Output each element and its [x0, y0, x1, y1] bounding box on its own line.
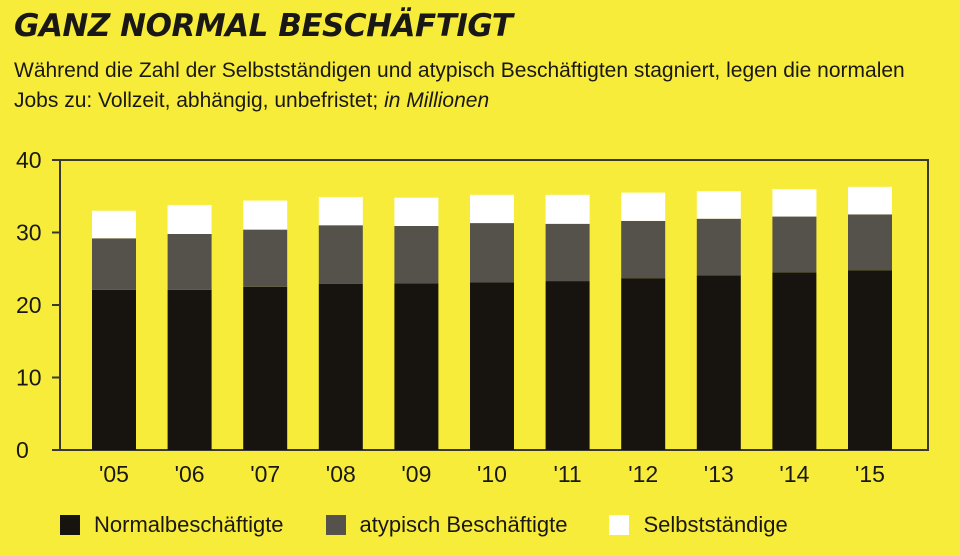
bar-segment-normal: [470, 282, 514, 450]
bar-segment-atypisch: [318, 225, 363, 284]
bar-segment-normal: [318, 283, 363, 450]
x-tick-label: '10: [477, 461, 507, 487]
legend: Normalbeschäftigte atypisch Beschäftigte…: [60, 512, 830, 538]
bar-segment-normal: [394, 283, 439, 450]
y-tick-label: 10: [16, 365, 42, 391]
bar-segment-atypisch: [167, 233, 212, 290]
x-tick-label: '12: [628, 461, 658, 487]
y-tick-label: 40: [16, 147, 42, 173]
bar-segment-normal: [545, 281, 590, 450]
legend-item-selbst: Selbstständige: [609, 512, 788, 538]
y-tick-label: 20: [16, 292, 42, 318]
bar-segment-selbst: [167, 204, 212, 234]
bar-segment-normal: [621, 278, 666, 450]
bar-segment-normal: [92, 289, 136, 450]
bar-segment-atypisch: [92, 238, 136, 290]
legend-label-normal: Normalbeschäftigte: [94, 512, 284, 537]
legend-item-atypisch: atypisch Beschäftigte: [325, 512, 568, 538]
y-tick-label: 30: [16, 220, 42, 246]
x-tick-label: '06: [175, 461, 205, 487]
legend-swatch-normal: [60, 515, 80, 535]
legend-swatch-atypisch: [325, 515, 346, 535]
x-tick-label: '15: [855, 461, 885, 487]
bar-segment-selbst: [696, 191, 741, 219]
x-tick-label: '08: [326, 461, 356, 487]
bar-segment-atypisch: [470, 223, 514, 283]
x-tick-label: '07: [250, 461, 280, 487]
bar-segment-atypisch: [621, 220, 666, 279]
x-tick-label: '05: [99, 461, 129, 487]
legend-swatch-selbst: [609, 515, 630, 535]
bar-segment-normal: [848, 270, 892, 450]
bar-segment-atypisch: [545, 223, 590, 282]
bar-segment-selbst: [470, 194, 514, 224]
x-tick-label: '11: [553, 461, 581, 487]
unit-label: in Millionen: [384, 89, 490, 112]
chart-subtitle: Während die Zahl der Selbstständigen und…: [14, 56, 944, 116]
bar-segment-atypisch: [696, 218, 741, 276]
x-tick-label: '14: [779, 461, 809, 487]
y-tick-label: 0: [16, 437, 29, 463]
legend-label-atypisch: atypisch Beschäftigte: [359, 512, 568, 537]
bar-segment-selbst: [318, 196, 363, 226]
legend-item-normal: Normalbeschäftigte: [60, 512, 284, 538]
bar-segment-selbst: [243, 200, 288, 230]
bar-segment-atypisch: [848, 214, 892, 271]
bar-segment-normal: [772, 272, 817, 450]
bar-segment-atypisch: [394, 225, 439, 284]
bar-segment-selbst: [394, 197, 439, 226]
bar-segment-selbst: [621, 192, 666, 221]
bar-segment-normal: [167, 289, 212, 450]
x-tick-label: '09: [401, 461, 431, 487]
bar-segment-selbst: [92, 210, 136, 239]
chart-title: GANZ NORMAL BESCHÄFTIGT: [14, 8, 513, 44]
bar-segment-atypisch: [243, 229, 288, 287]
bar-segment-selbst: [848, 186, 892, 215]
x-tick-label: '13: [704, 461, 734, 487]
bar-segment-atypisch: [772, 216, 817, 273]
subtitle-text: Während die Zahl der Selbstständigen und…: [14, 59, 905, 112]
bar-segment-normal: [696, 275, 741, 450]
legend-label-selbst: Selbstständige: [643, 512, 788, 537]
bar-segment-normal: [243, 286, 288, 450]
bar-segment-selbst: [772, 189, 817, 217]
bar-segment-selbst: [545, 194, 590, 224]
